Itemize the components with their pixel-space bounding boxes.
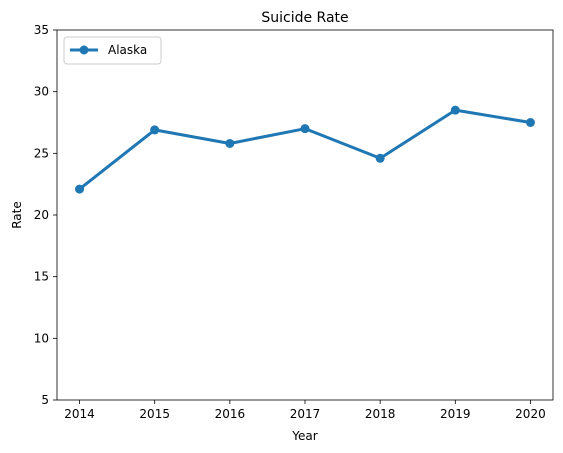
data-point bbox=[225, 138, 235, 148]
y-tick-label: 5 bbox=[41, 393, 49, 407]
data-point bbox=[375, 153, 385, 163]
legend: Alaska bbox=[63, 36, 162, 65]
series-layer bbox=[75, 105, 535, 194]
x-axis-label: Year bbox=[291, 429, 317, 443]
legend-frame bbox=[63, 36, 162, 65]
x-tick-label: 2016 bbox=[215, 407, 246, 421]
x-tick-label: 2017 bbox=[290, 407, 321, 421]
x-tick-label: 2015 bbox=[139, 407, 170, 421]
x-axis: 2014 2015 2016 2017 2018 2019 2020 bbox=[64, 400, 546, 421]
data-point bbox=[450, 105, 460, 115]
data-point bbox=[150, 125, 160, 135]
y-tick-label: 15 bbox=[34, 270, 49, 284]
chart-title: Suicide Rate bbox=[261, 10, 348, 26]
y-axis: 5 10 15 20 25 30 35 bbox=[34, 23, 57, 407]
data-point bbox=[300, 124, 310, 134]
x-tick-label: 2018 bbox=[365, 407, 396, 421]
y-tick-label: 10 bbox=[34, 331, 49, 345]
y-axis-label: Rate bbox=[10, 201, 24, 229]
y-tick-label: 30 bbox=[34, 85, 49, 99]
x-tick-label: 2019 bbox=[440, 407, 471, 421]
x-tick-label: 2020 bbox=[515, 407, 546, 421]
x-tick-label: 2014 bbox=[64, 407, 95, 421]
legend-marker-alaska bbox=[79, 45, 89, 55]
y-tick-label: 25 bbox=[34, 146, 49, 160]
legend-label-alaska: Alaska bbox=[108, 43, 147, 57]
y-tick-label: 35 bbox=[34, 23, 49, 37]
data-point bbox=[525, 118, 535, 127]
data-point bbox=[75, 184, 85, 194]
y-tick-label: 20 bbox=[34, 208, 49, 222]
